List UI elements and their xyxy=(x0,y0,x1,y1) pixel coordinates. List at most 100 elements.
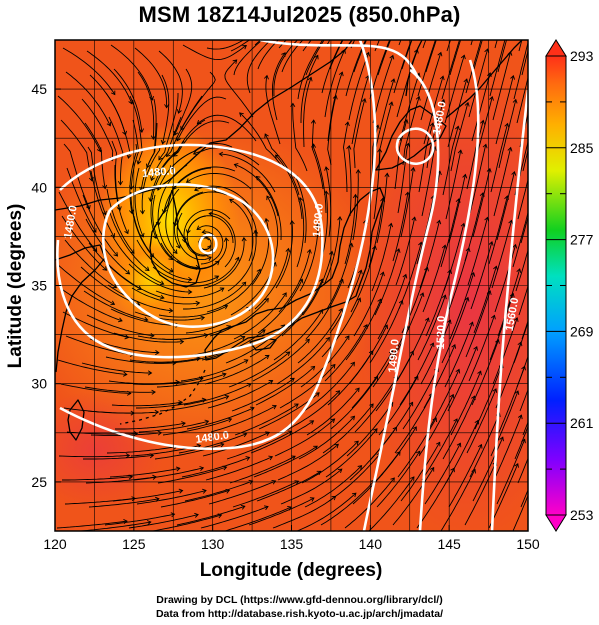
streamline-arrowhead xyxy=(173,131,179,136)
streamline-arrowhead xyxy=(158,168,163,174)
streamline-arrowhead xyxy=(517,414,523,420)
streamline-arrowhead xyxy=(357,465,363,470)
streamline xyxy=(152,266,219,284)
streamline xyxy=(114,164,129,234)
streamline-arrowhead xyxy=(532,223,536,227)
streamline xyxy=(497,40,507,73)
streamline xyxy=(495,75,514,145)
streamline-arrowhead xyxy=(245,456,251,461)
streamline-arrowhead xyxy=(390,477,395,482)
streamline xyxy=(56,263,115,305)
streamline-arrowhead xyxy=(199,466,205,472)
streamline xyxy=(248,497,315,526)
streamline-arrowhead xyxy=(150,332,155,338)
streamline-arrowhead xyxy=(207,256,212,261)
streamline xyxy=(90,170,115,238)
streamline-arrowhead xyxy=(301,18,305,22)
streamline-arrowhead xyxy=(314,54,319,60)
streamline xyxy=(152,194,173,260)
streamline-arrowhead xyxy=(377,148,383,153)
streamline-arrowhead xyxy=(338,71,344,77)
streamline xyxy=(426,369,460,433)
streamline-arrowhead xyxy=(345,28,349,32)
streamline xyxy=(489,40,506,97)
streamline xyxy=(186,407,255,430)
streamline-arrowhead xyxy=(229,198,234,204)
streamline-arrowhead xyxy=(155,350,160,356)
streamline-arrowhead xyxy=(232,59,238,65)
streamline-arrowhead xyxy=(404,191,410,197)
streamline-arrowhead xyxy=(510,74,516,80)
streamline-arrowhead xyxy=(413,375,419,381)
streamline-arrowhead xyxy=(415,450,421,456)
contour-label: 1560.0 xyxy=(504,297,522,332)
streamline-arrowhead xyxy=(282,292,287,298)
streamline-arrowhead xyxy=(345,335,350,341)
streamline-arrowhead xyxy=(122,371,128,377)
streamline xyxy=(313,144,327,214)
streamline xyxy=(348,145,352,217)
streamline-arrowhead xyxy=(455,198,461,203)
streamline-arrowhead xyxy=(429,466,435,472)
streamline-arrowhead xyxy=(268,455,274,461)
streamline-arrowhead xyxy=(102,210,107,216)
streamline xyxy=(206,40,245,50)
streamline xyxy=(467,217,488,286)
streamline xyxy=(186,172,252,190)
streamline xyxy=(492,317,518,385)
coast-japan-main xyxy=(204,187,385,361)
streamline xyxy=(152,514,222,531)
streamline-arrowhead xyxy=(158,155,163,161)
y-tick-label: 30 xyxy=(31,376,47,392)
streamline-arrowhead xyxy=(344,121,350,127)
streamline-arrowhead xyxy=(486,167,492,173)
streamline-arrowhead xyxy=(265,431,270,436)
streamline xyxy=(326,243,353,310)
streamline-arrowhead xyxy=(435,441,441,447)
streamline xyxy=(174,68,193,136)
streamline xyxy=(257,279,303,334)
streamline-arrowhead xyxy=(330,418,336,424)
streamline-arrowhead xyxy=(469,321,474,327)
streamline xyxy=(181,456,250,478)
contour-label: 1490.0 xyxy=(387,339,402,374)
streamline-arrowhead xyxy=(192,150,198,156)
streamline-arrowhead xyxy=(388,222,394,228)
streamline xyxy=(343,122,349,193)
streamline xyxy=(399,73,420,142)
streamline-arrowhead xyxy=(239,112,244,117)
streamline-arrowhead xyxy=(147,370,153,376)
streamline-arrowhead xyxy=(278,25,282,29)
map-title: MSM 18Z14Jul2025 (850.0hPa) xyxy=(138,2,461,27)
streamline-arrowhead xyxy=(328,250,334,256)
streamline-arrowhead xyxy=(102,184,108,190)
streamline-arrowhead xyxy=(402,273,408,279)
streamline-arrowhead xyxy=(511,170,517,176)
streamline xyxy=(496,439,526,505)
streamline-arrowhead xyxy=(389,32,393,36)
streamline xyxy=(520,488,528,508)
streamline-arrowhead xyxy=(449,393,455,399)
streamline-arrowhead xyxy=(390,78,396,83)
streamline-arrowhead xyxy=(529,199,533,203)
streamline xyxy=(140,122,158,191)
streamline xyxy=(374,248,400,316)
streamline xyxy=(325,166,332,238)
streamline-arrowhead xyxy=(194,512,199,518)
streamline-arrowhead xyxy=(337,215,343,221)
coast-sakhalin xyxy=(405,40,423,97)
streamline-arrowhead xyxy=(446,319,452,325)
streamline-arrowhead xyxy=(289,219,295,225)
x-tick-label: 120 xyxy=(43,536,67,552)
streamline xyxy=(141,146,161,214)
streamline-arrowhead xyxy=(380,271,385,277)
streamline-arrowhead xyxy=(255,175,261,181)
streamline-arrowhead xyxy=(253,229,259,235)
streamline-arrowhead xyxy=(150,176,155,182)
streamline xyxy=(301,440,359,484)
contour-1560 xyxy=(490,89,528,531)
streamline-arrowhead xyxy=(310,365,316,371)
streamline xyxy=(322,403,374,454)
streamline xyxy=(83,454,154,460)
streamline xyxy=(187,215,234,244)
